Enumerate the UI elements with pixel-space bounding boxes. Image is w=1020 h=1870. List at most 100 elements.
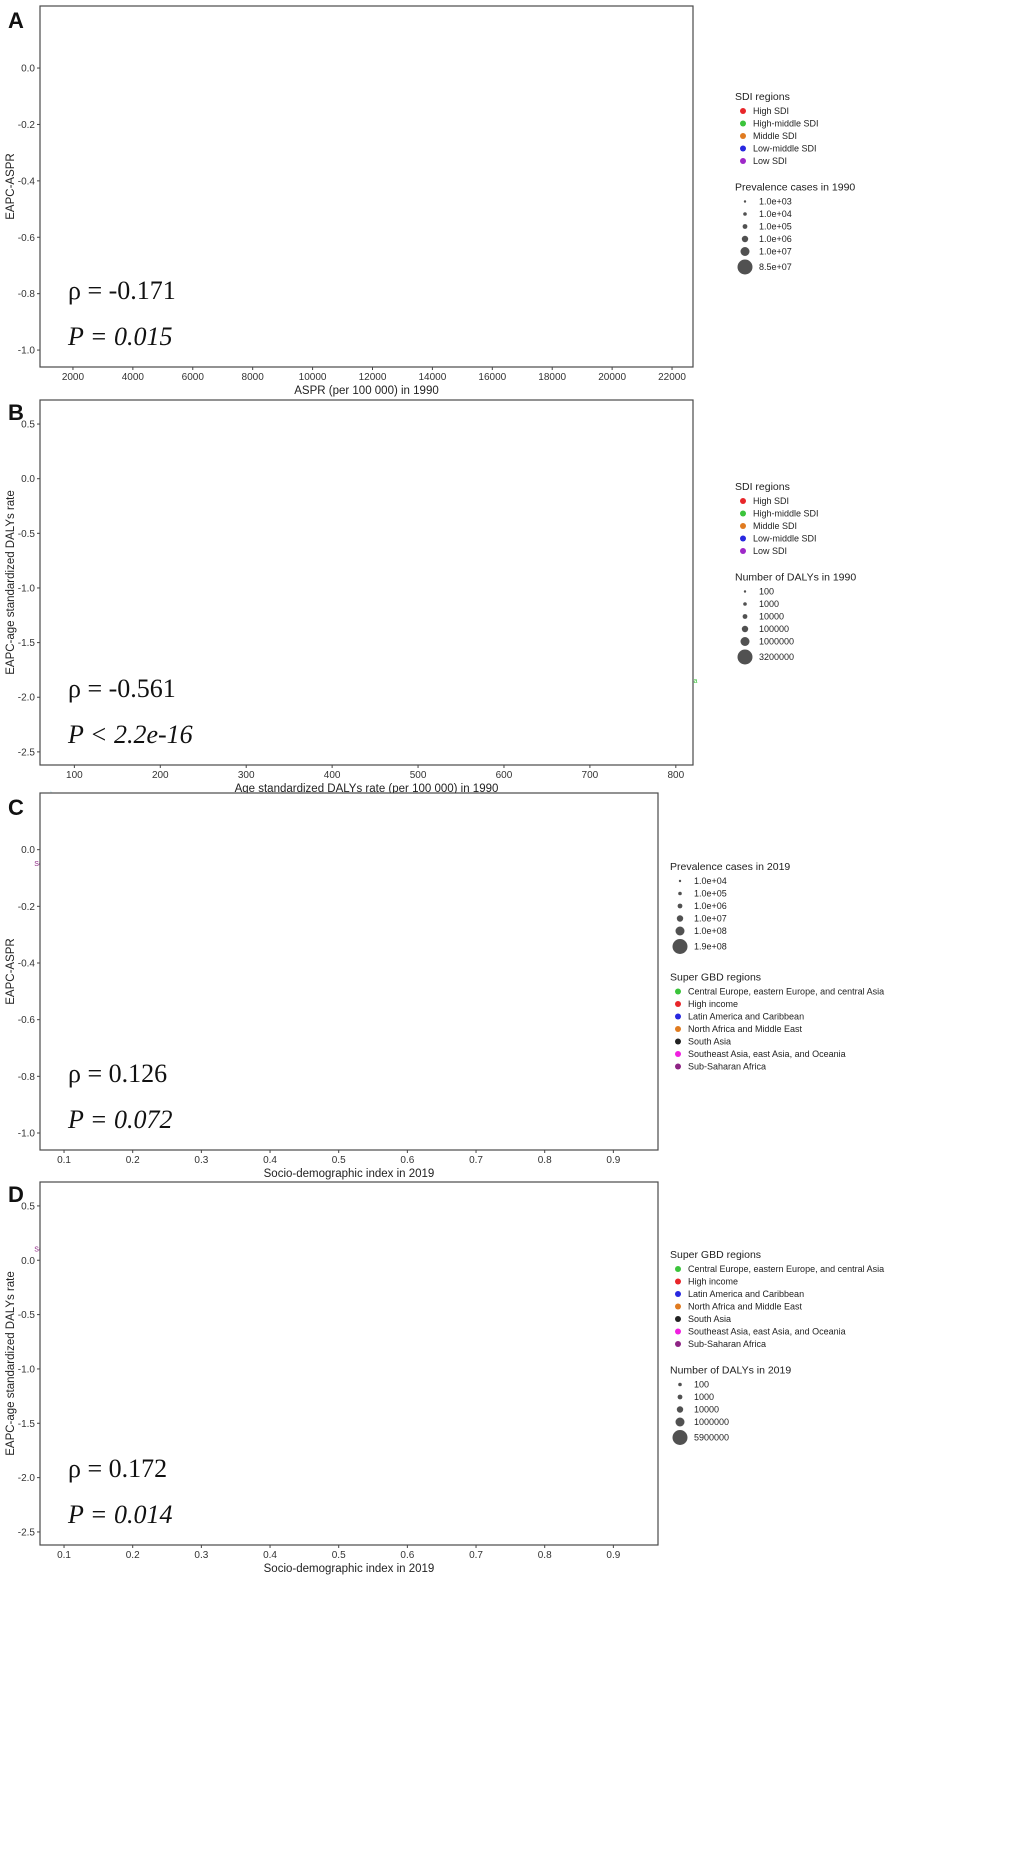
color-legend-item: North Africa and Middle East bbox=[688, 1024, 803, 1034]
size-legend-item: 100 bbox=[759, 587, 774, 597]
x-tick-label: 0.8 bbox=[538, 1550, 552, 1561]
x-tick-label: 0.9 bbox=[606, 1155, 620, 1166]
legend-size-swatch bbox=[678, 1382, 682, 1387]
x-tick-label: 0.6 bbox=[400, 1550, 414, 1561]
x-tick-label: 200 bbox=[152, 770, 169, 781]
y-tick-label: 0.0 bbox=[21, 474, 35, 485]
size-legend-item: 8.5e+07 bbox=[759, 262, 792, 272]
color-legend-item: Southeast Asia, east Asia, and Oceania bbox=[688, 1327, 846, 1337]
size-legend-title: Prevalence cases in 1990 bbox=[735, 182, 855, 194]
panel-label: D bbox=[8, 1182, 24, 1207]
y-tick-label: -1.0 bbox=[18, 1129, 36, 1140]
legend-size-swatch bbox=[743, 590, 747, 593]
x-tick-label: 22000 bbox=[658, 372, 686, 383]
size-legend-item: 1.0e+07 bbox=[694, 914, 727, 924]
plot-frame bbox=[39, 399, 694, 766]
plot-frame bbox=[39, 5, 694, 368]
legend-swatch bbox=[675, 1316, 681, 1322]
legend-size-swatch bbox=[678, 891, 682, 896]
color-legend-item: Low SDI bbox=[753, 156, 787, 166]
color-legend-title: Super GBD regions bbox=[670, 972, 761, 984]
size-legend-item: 1.0e+08 bbox=[694, 926, 727, 936]
y-tick-label: -0.4 bbox=[18, 959, 36, 970]
p-value-stat: P = 0.014 bbox=[67, 1500, 172, 1529]
x-tick-label: 500 bbox=[410, 770, 427, 781]
legend-swatch bbox=[740, 145, 746, 152]
panel-c: 0.1 0.2 0.3 0.4 0.5 0.6 0.7 0.8 0.9 0.0 -0.2 -0.4 -0… bbox=[5, 790, 884, 1180]
size-legend-title: Prevalence cases in 2019 bbox=[670, 861, 790, 873]
size-legend-item: 1.9e+08 bbox=[694, 942, 727, 952]
color-legend-item: Central Europe, eastern Europe, and cent… bbox=[688, 987, 884, 997]
x-axis-label: ASPR (per 100 000) in 1990 bbox=[294, 385, 438, 397]
x-tick-label: 0.9 bbox=[606, 1550, 620, 1561]
x-tick-label: 0.6 bbox=[400, 1155, 414, 1166]
x-tick-label: 700 bbox=[582, 770, 599, 781]
size-legend-item: 100 bbox=[694, 1380, 709, 1390]
legend-swatch bbox=[675, 988, 681, 995]
x-tick-label: 0.1 bbox=[57, 1155, 71, 1166]
x-tick-label: 0.5 bbox=[332, 1155, 346, 1166]
legend-swatch bbox=[675, 1026, 681, 1032]
legend-swatch bbox=[740, 535, 746, 542]
legend-size-swatch bbox=[737, 649, 753, 665]
y-tick-label: 0.0 bbox=[21, 845, 35, 856]
size-legend-item: 1000000 bbox=[759, 637, 794, 647]
x-tick-label: 10000 bbox=[299, 372, 327, 383]
legend-swatch bbox=[675, 1291, 681, 1297]
rho-stat: ρ = 0.172 bbox=[68, 1454, 167, 1483]
legend-swatch bbox=[740, 120, 746, 127]
legend-swatch bbox=[675, 1038, 681, 1045]
legend: Super GBD regions Central Europe, eastern… bbox=[670, 1249, 884, 1445]
color-legend-item: Sub-Saharan Africa bbox=[688, 1062, 766, 1072]
size-legend-item: 1.0e+03 bbox=[759, 197, 792, 207]
y-tick-label: -1.5 bbox=[18, 1419, 36, 1430]
color-legend-item: Latin America and Caribbean bbox=[688, 1289, 804, 1299]
y-tick-label: -0.5 bbox=[18, 1310, 36, 1321]
legend-swatch bbox=[675, 1001, 681, 1007]
color-legend-item: High SDI bbox=[753, 106, 789, 116]
x-tick-label: 600 bbox=[496, 770, 513, 781]
x-tick-label: 4000 bbox=[122, 372, 145, 383]
color-legend-item: Middle SDI bbox=[753, 131, 797, 141]
y-tick-label: 0.0 bbox=[21, 64, 35, 75]
color-legend-item: High income bbox=[688, 1277, 738, 1287]
color-legend-title: Super GBD regions bbox=[670, 1249, 761, 1261]
color-legend-title: SDI regions bbox=[735, 91, 790, 103]
x-tick-label: 0.3 bbox=[194, 1550, 208, 1561]
x-tick-label: 12000 bbox=[359, 372, 387, 383]
y-axis-label: EAPC-ASPR bbox=[5, 153, 17, 219]
x-tick-label: 0.2 bbox=[126, 1155, 140, 1166]
color-legend-item: High income bbox=[688, 999, 738, 1009]
x-axis-label: Socio-demographic index in 2019 bbox=[264, 1168, 435, 1180]
y-tick-label: -1.0 bbox=[18, 346, 36, 357]
size-legend-item: 1000 bbox=[694, 1392, 714, 1402]
legend-swatch bbox=[740, 523, 746, 529]
x-tick-label: 300 bbox=[238, 770, 255, 781]
y-tick-label: -2.5 bbox=[18, 747, 36, 758]
legend-swatch bbox=[740, 133, 746, 139]
plot-frame bbox=[39, 792, 659, 1151]
legend-swatch bbox=[675, 1328, 681, 1335]
size-legend-item: 5900000 bbox=[694, 1433, 729, 1443]
y-axis-label: EAPC-age standardized DALYs rate bbox=[5, 490, 17, 675]
x-tick-label: 8000 bbox=[242, 372, 265, 383]
x-tick-label: 0.1 bbox=[57, 1550, 71, 1561]
legend-size-swatch bbox=[740, 247, 750, 256]
size-legend-item: 10000 bbox=[694, 1405, 719, 1415]
legend-size-swatch bbox=[741, 235, 749, 243]
color-legend-item: Latin America and Caribbean bbox=[688, 1012, 804, 1022]
y-tick-label: -0.6 bbox=[18, 1015, 36, 1026]
rho-stat: ρ = -0.561 bbox=[68, 674, 176, 703]
legend-size-swatch bbox=[742, 224, 748, 229]
y-tick-label: 0.5 bbox=[21, 420, 35, 431]
x-axis-label: Socio-demographic index in 2019 bbox=[264, 1563, 435, 1575]
y-tick-label: -2.0 bbox=[18, 1473, 36, 1484]
y-tick-label: -0.5 bbox=[18, 529, 36, 540]
legend-size-swatch bbox=[743, 200, 747, 203]
size-legend-item: 1.0e+05 bbox=[759, 222, 792, 232]
color-legend-item: Low-middle SDI bbox=[753, 144, 817, 154]
x-tick-label: 20000 bbox=[598, 372, 626, 383]
legend: SDI regions High SDI High-middle SDI Middle… bbox=[735, 481, 856, 665]
size-legend-item: 1.0e+04 bbox=[694, 876, 727, 886]
